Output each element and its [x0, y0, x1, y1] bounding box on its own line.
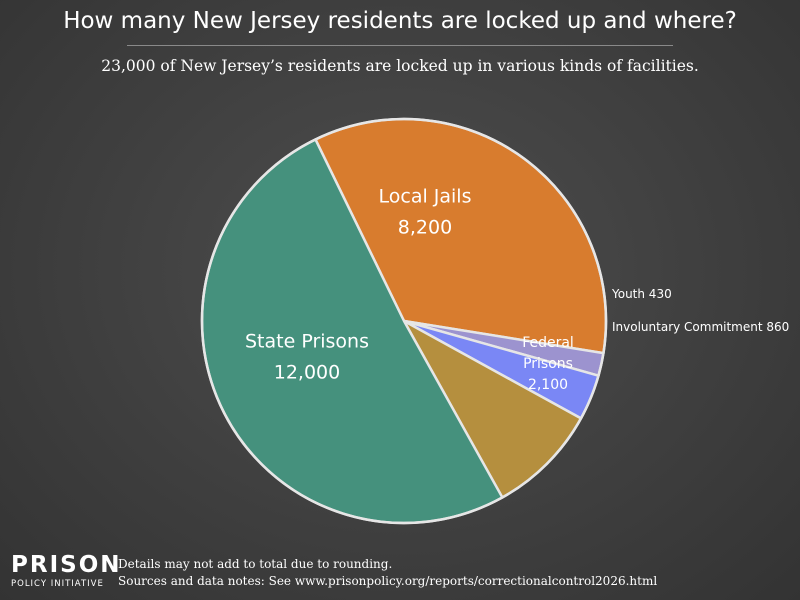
pie-label-2: Involuntary Commitment 860	[612, 320, 789, 334]
footer-notes: Details may not add to total due to roun…	[118, 556, 657, 590]
pie-label-4: State Prisons 12,000	[245, 331, 369, 384]
pie-slices	[200, 117, 608, 525]
sources-note: Sources and data notes: See www.prisonpo…	[118, 574, 658, 588]
logo-subtitle: POLICY INITIATIVE	[11, 579, 104, 589]
pie-label-1: Youth 430	[611, 287, 672, 301]
pie-label-0: Local Jails 8,200	[379, 186, 472, 239]
rounding-note: Details may not add to total due to roun…	[118, 557, 393, 571]
title-divider	[127, 45, 673, 46]
prison-policy-initiative-logo: PRISON POLICY INITIATIVE	[11, 552, 122, 590]
pie-label-3: Federal Prisons 2,100	[522, 335, 574, 393]
chart-subtitle: 23,000 of New Jersey’s residents are loc…	[101, 57, 699, 75]
logo-word: PRISON	[11, 552, 122, 578]
pie-rim	[200, 117, 608, 525]
chart-title: How many New Jersey residents are locked…	[63, 8, 737, 34]
pie-labels: Local Jails 8,200 Youth 430 Involuntary Com…	[245, 186, 789, 394]
